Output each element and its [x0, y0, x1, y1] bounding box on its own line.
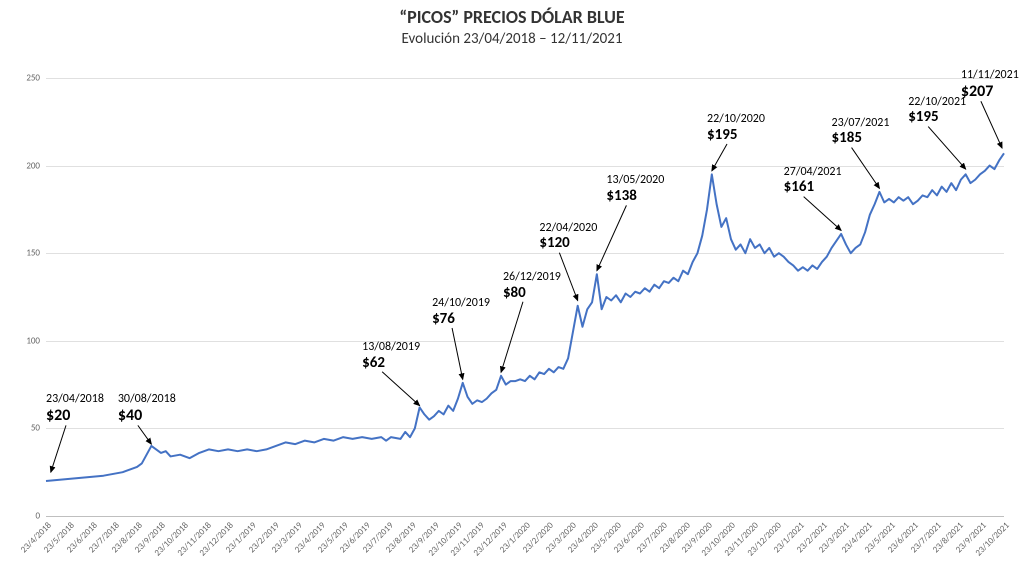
- annotation-date: 13/08/2019: [362, 341, 420, 355]
- annotation: 13/08/2019$62: [362, 341, 420, 372]
- line-chart: “PICOS” PRECIOS DÓLAR BLUE Evolución 23/…: [0, 0, 1024, 577]
- annotation: 22/10/2021$195: [908, 96, 966, 127]
- annotation: 27/04/2021$161: [784, 166, 842, 197]
- annotation-value: $138: [606, 188, 664, 205]
- annotation-value: $62: [362, 355, 420, 372]
- annotation: 23/07/2021$185: [832, 117, 890, 148]
- annotation-value: $185: [832, 130, 890, 147]
- annotation-value: $195: [707, 127, 765, 144]
- y-tick-label: 0: [35, 511, 40, 522]
- annotation: 30/08/2018$40: [118, 393, 176, 425]
- annotation-date: 26/12/2019: [503, 271, 561, 285]
- annotation-date: 22/10/2020: [707, 113, 765, 127]
- annotation-value: $40: [118, 407, 176, 425]
- annotation: 24/10/2019$76: [432, 297, 490, 328]
- annotation-date: 13/05/2020: [606, 174, 664, 188]
- annotation-date: 11/11/2021: [961, 69, 1019, 83]
- annotation-date: 27/04/2021: [784, 166, 842, 180]
- x-axis-line: [46, 516, 1004, 517]
- annotation-date: 23/07/2021: [832, 117, 890, 131]
- annotation-date: 22/04/2020: [539, 222, 597, 236]
- annotation-value: $195: [908, 109, 966, 126]
- annotation-value: $20: [46, 407, 104, 425]
- y-tick-label: 50: [31, 423, 40, 434]
- plot-area: 05010015020025023/4/201823/5/201823/6/20…: [46, 78, 1004, 516]
- y-tick-label: 200: [26, 160, 40, 171]
- annotation: 22/04/2020$120: [539, 222, 597, 253]
- annotation-date: 23/04/2018: [46, 393, 104, 407]
- annotation: 22/10/2020$195: [707, 113, 765, 144]
- annotation-value: $120: [539, 235, 597, 252]
- annotation: 26/12/2019$80: [503, 271, 561, 302]
- y-tick-label: 250: [26, 73, 40, 84]
- annotation-value: $207: [961, 83, 1019, 101]
- chart-title: “PICOS” PRECIOS DÓLAR BLUE: [0, 6, 1024, 28]
- annotation-date: 30/08/2018: [118, 393, 176, 407]
- annotation-date: 22/10/2021: [908, 96, 966, 110]
- annotation-date: 24/10/2019: [432, 297, 490, 311]
- y-tick-label: 150: [26, 248, 40, 259]
- annotation-value: $161: [784, 179, 842, 196]
- chart-subtitle: Evolución 23/04/2018 – 12/11/2021: [0, 30, 1024, 48]
- y-tick-label: 100: [26, 335, 40, 346]
- annotation: 23/04/2018$20: [46, 393, 104, 425]
- annotation: 11/11/2021$207: [961, 69, 1019, 101]
- annotation: 13/05/2020$138: [606, 174, 664, 205]
- annotation-value: $80: [503, 285, 561, 302]
- annotation-value: $76: [432, 311, 490, 328]
